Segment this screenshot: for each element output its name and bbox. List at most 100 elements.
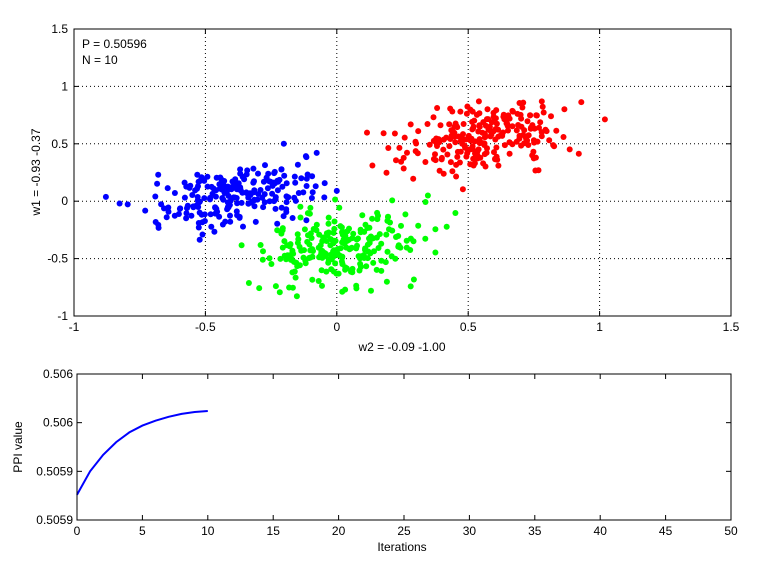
- scatter-point: [551, 143, 558, 150]
- scatter-point: [396, 144, 403, 151]
- scatter-point: [400, 165, 407, 172]
- scatter-point: [255, 170, 261, 177]
- scatter-x-tick-label: -1: [69, 320, 80, 334]
- scatter-point: [401, 134, 408, 141]
- scatter-point: [426, 141, 433, 148]
- line-x-tick-label: 0: [74, 524, 81, 538]
- scatter-point: [250, 165, 257, 172]
- scatter-point: [539, 103, 546, 110]
- scatter-point: [464, 150, 471, 157]
- scatter-point: [181, 194, 188, 201]
- scatter-point: [188, 212, 195, 219]
- scatter-point: [436, 139, 443, 146]
- scatter-point: [378, 257, 385, 264]
- scatter-point: [224, 199, 231, 206]
- scatter-point: [353, 282, 360, 289]
- scatter-point: [274, 220, 281, 227]
- scatter-point: [274, 187, 281, 194]
- scatter-point: [472, 150, 478, 157]
- scatter-point: [233, 186, 240, 193]
- scatter-point: [491, 149, 497, 156]
- scatter-point: [453, 173, 460, 180]
- scatter-point: [440, 146, 447, 153]
- scatter-point: [514, 110, 521, 117]
- scatter-point: [240, 223, 246, 230]
- scatter-point: [287, 256, 294, 263]
- line-x-tick-label: 5: [139, 524, 146, 538]
- scatter-point: [236, 214, 243, 221]
- scatter-point: [171, 190, 178, 196]
- scatter-point: [211, 228, 218, 235]
- scatter-point: [495, 133, 502, 140]
- scatter-point: [257, 242, 264, 248]
- scatter-x-tick-label: 1: [596, 320, 603, 334]
- scatter-point: [443, 223, 450, 230]
- scatter-point: [277, 255, 284, 262]
- scatter-point: [212, 193, 219, 200]
- scatter-point: [321, 194, 328, 201]
- scatter-point: [337, 245, 344, 252]
- scatter-point: [495, 162, 502, 169]
- scatter-point: [325, 214, 332, 221]
- line-x-tick-label: 10: [201, 524, 215, 538]
- scatter-point: [357, 260, 364, 267]
- scatter-point: [473, 111, 480, 118]
- scatter-point: [530, 148, 537, 155]
- scatter-point: [410, 276, 417, 283]
- scatter-point: [189, 192, 196, 198]
- scatter-point: [260, 178, 267, 185]
- scatter-point: [459, 186, 466, 193]
- scatter-point: [432, 226, 439, 233]
- scatter-point: [333, 187, 340, 194]
- line-y-tick-label: 0.506: [43, 367, 73, 381]
- scatter-point: [124, 201, 131, 208]
- scatter-point: [415, 128, 422, 135]
- scatter-point: [371, 248, 377, 255]
- scatter-point: [415, 222, 422, 229]
- scatter-point: [309, 276, 316, 283]
- scatter-point: [303, 183, 310, 189]
- scatter-point: [375, 212, 381, 219]
- scatter-point: [302, 260, 309, 267]
- scatter-point: [386, 226, 392, 233]
- scatter-point: [446, 121, 453, 128]
- scatter-point: [212, 210, 219, 217]
- scatter-point: [456, 159, 463, 166]
- scatter-point: [506, 115, 513, 122]
- scatter-point: [332, 237, 339, 244]
- scatter-point: [356, 267, 363, 274]
- scatter-point: [601, 116, 608, 123]
- scatter-point: [355, 235, 361, 242]
- scatter-point: [397, 244, 404, 251]
- scatter-point: [272, 194, 279, 201]
- line-y-tick-label: 0.5059: [36, 513, 73, 527]
- scatter-point: [432, 151, 438, 158]
- scatter-point: [195, 224, 202, 231]
- scatter-point: [483, 149, 490, 156]
- scatter-x-tick-label: 0: [333, 320, 340, 334]
- scatter-point: [307, 230, 314, 237]
- scatter-point: [560, 134, 567, 140]
- scatter-point: [163, 214, 170, 221]
- scatter-point: [485, 124, 492, 131]
- scatter-point: [207, 194, 214, 201]
- scatter-point: [175, 211, 182, 217]
- line-x-tick-label: 25: [397, 524, 411, 538]
- scatter-point: [219, 221, 226, 228]
- scatter-point: [292, 274, 299, 281]
- scatter-point: [432, 249, 439, 256]
- scatter-point: [297, 214, 304, 221]
- scatter-point: [434, 105, 441, 111]
- scatter-point: [368, 287, 374, 294]
- line-x-tick-label: 30: [463, 524, 477, 538]
- scatter-point: [387, 219, 393, 226]
- scatter-point: [578, 99, 585, 106]
- scatter-point: [317, 252, 324, 259]
- scatter-point: [303, 217, 310, 224]
- scatter-point: [561, 106, 568, 113]
- scatter-point: [337, 223, 344, 230]
- scatter-point: [293, 259, 300, 266]
- scatter-point: [283, 180, 290, 187]
- scatter-point: [252, 218, 259, 225]
- line-ticks: 0 5 10 15 20 25 30 35 40 45 50 0.5059 0.5059 0.506 0.5…: [36, 367, 738, 538]
